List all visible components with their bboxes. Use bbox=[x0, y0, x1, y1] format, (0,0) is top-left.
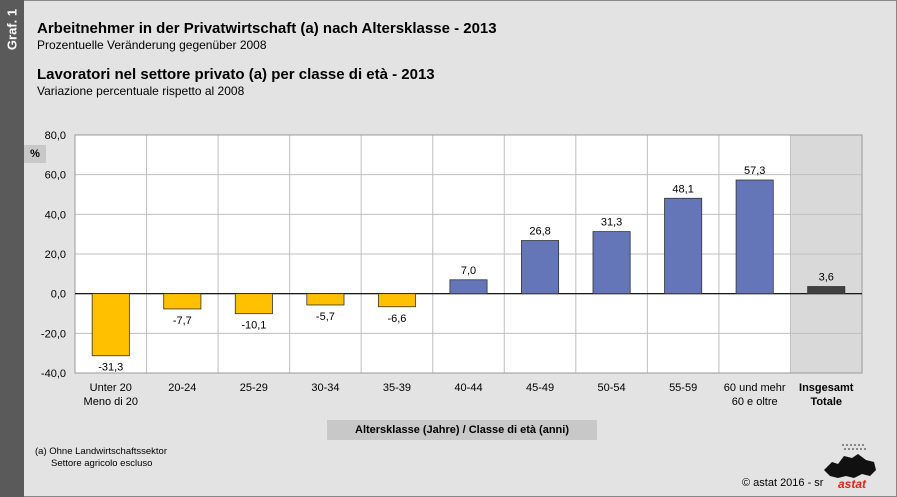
y-tick-label: 80,0 bbox=[45, 130, 66, 142]
chart-subtitle-de: Prozentuelle Veränderung gegenüber 2008 bbox=[37, 38, 267, 52]
bar bbox=[163, 293, 202, 310]
copyright: © astat 2016 - sr bbox=[742, 477, 824, 489]
data-label: 31,3 bbox=[601, 217, 622, 229]
footnote-line-2: Settore agricolo escluso bbox=[51, 458, 153, 469]
bar bbox=[592, 231, 631, 295]
y-tick-label: -40,0 bbox=[41, 368, 66, 380]
x-tick-label: Unter 20 bbox=[90, 382, 132, 394]
data-label: 57,3 bbox=[744, 165, 765, 177]
x-tick-label: 45-49 bbox=[526, 382, 554, 394]
sidebar: Graf. 1 bbox=[0, 0, 24, 497]
y-tick-label: 40,0 bbox=[45, 209, 66, 221]
footnote-line-1: (a) Ohne Landwirtschaftssektor bbox=[35, 446, 168, 457]
plot-border bbox=[74, 134, 863, 374]
bar bbox=[521, 240, 560, 295]
data-label: -31,3 bbox=[98, 362, 123, 374]
x-tick-label: 25-29 bbox=[240, 382, 268, 394]
data-label: 48,1 bbox=[672, 183, 693, 195]
bar bbox=[807, 286, 846, 295]
y-tick-label: 20,0 bbox=[45, 249, 66, 261]
x-tick-label: 20-24 bbox=[168, 382, 196, 394]
chart-title-it: Lavoratori nel settore privato (a) per c… bbox=[37, 66, 435, 83]
data-label: 3,6 bbox=[819, 272, 834, 284]
x-tick-label: Totale bbox=[810, 396, 842, 408]
chart-subtitle-it: Variazione percentuale rispetto al 2008 bbox=[37, 84, 245, 98]
x-tick-label: 60 e oltre bbox=[732, 396, 778, 408]
data-label: 7,0 bbox=[461, 265, 476, 277]
data-label: 26,8 bbox=[529, 226, 550, 238]
chart-title-de: Arbeitnehmer in der Privatwirtschaft (a)… bbox=[37, 20, 497, 37]
x-tick-label: Insgesamt bbox=[799, 382, 854, 394]
bar bbox=[306, 293, 345, 306]
bar bbox=[377, 293, 416, 308]
data-label: -6,6 bbox=[387, 313, 406, 325]
footnote: (a) Ohne Landwirtschaftssektor Settore a… bbox=[35, 446, 167, 470]
bar bbox=[234, 293, 273, 315]
y-tick-label: 60,0 bbox=[45, 170, 66, 182]
x-tick-label: 30-34 bbox=[311, 382, 339, 394]
x-tick-label: 60 und mehr bbox=[724, 382, 786, 394]
x-tick-label: Meno di 20 bbox=[84, 396, 138, 408]
data-label: -7,7 bbox=[173, 315, 192, 327]
bar bbox=[735, 179, 774, 295]
y-tick-label: -20,0 bbox=[41, 328, 66, 340]
x-axis-title: Altersklasse (Jahre) / Classe di età (an… bbox=[327, 420, 597, 440]
bar bbox=[449, 279, 488, 295]
astat-logo-icon bbox=[824, 444, 876, 478]
x-tick-label: 35-39 bbox=[383, 382, 411, 394]
unit-badge: % bbox=[24, 145, 46, 163]
x-tick-label: 55-59 bbox=[669, 382, 697, 394]
bar bbox=[664, 197, 703, 295]
logo-text: astat bbox=[838, 477, 867, 491]
y-tick-label: 0,0 bbox=[51, 289, 66, 301]
x-tick-label: 50-54 bbox=[598, 382, 626, 394]
bar bbox=[91, 293, 130, 357]
data-label: -10,1 bbox=[241, 320, 266, 332]
data-label: -5,7 bbox=[316, 311, 335, 323]
x-tick-label: 40-44 bbox=[454, 382, 482, 394]
